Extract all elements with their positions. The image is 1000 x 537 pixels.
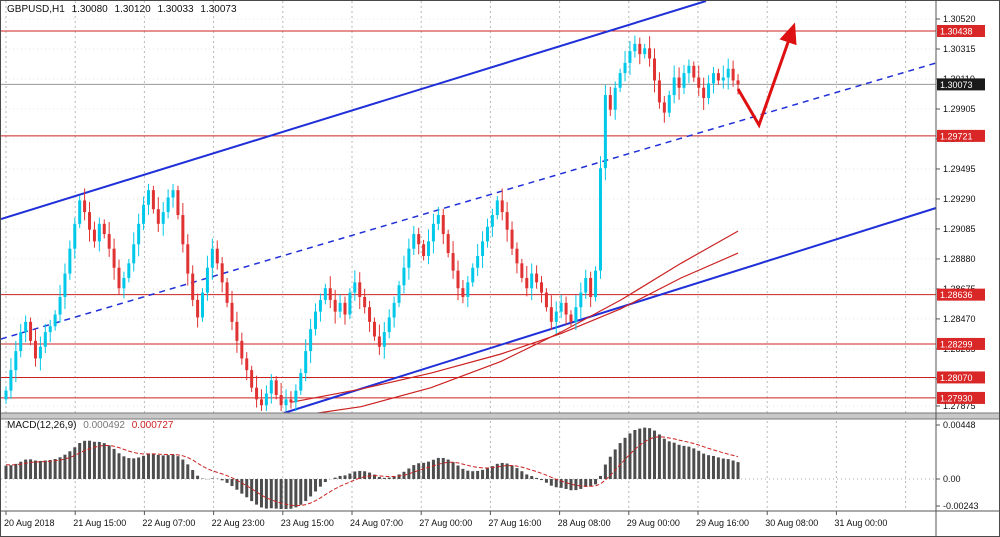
macd-axis-label: -0.00243 [943,501,979,511]
channel-upper-trendline[interactable] [1,1,707,220]
macd-indicator-label: MACD(12,26,9) 0.000492 0.000727 [7,420,177,431]
macd-main-value: 0.000492 [83,420,125,431]
time-axis-label: 30 Aug 08:00 [765,518,818,528]
time-axis-label: 31 Aug 00:00 [834,518,887,528]
open-value: 1.30080 [71,4,108,15]
trend-channel[interactable] [1,1,937,414]
macd-name: MACD(12,26,9) [7,420,77,431]
time-axis-label: 21 Aug 15:00 [73,518,126,528]
time-axis-label: 28 Aug 08:00 [558,518,611,528]
time-axis-label: 23 Aug 15:00 [281,518,334,528]
time-axis-label: 27 Aug 16:00 [488,518,541,528]
level-price-tag-label: 1.28070 [940,373,973,383]
candlestick-series [4,35,740,411]
time-axis-label: 22 Aug 23:00 [212,518,265,528]
macd-signal-line [5,436,739,507]
close-value: 1.30073 [200,4,237,15]
level-price-tag [937,337,985,350]
time-axis-label: 27 Aug 00:00 [419,518,472,528]
price-tags: 1.30438 1.29721 1.28636 1.28299 1.28070 1.279… [937,24,985,404]
time-axis-label: 20 Aug 2018 [4,518,55,528]
panel-splitter[interactable] [1,413,1000,419]
price-axis-label: 1.30315 [943,44,976,54]
price-axis-label: 1.30520 [943,14,976,24]
price-axis-label: 1.29495 [943,164,976,174]
time-axis-label: 22 Aug 07:00 [142,518,195,528]
level-price-tag-label: 1.28636 [940,290,973,300]
level-price-tag [937,129,985,142]
time-axis: 20 Aug 2018 21 Aug 15:00 22 Aug 07:00 22 Au… [4,511,887,528]
level-price-tag-label: 1.29721 [940,131,973,141]
macd-axis-label: 0.00448 [943,420,976,430]
price-axis-label: 1.27875 [943,401,976,411]
time-axis-label: 29 Aug 16:00 [696,518,749,528]
price-axis-label: 1.29905 [943,104,976,114]
time-axis-label: 24 Aug 07:00 [350,518,403,528]
time-axis-label: 29 Aug 00:00 [627,518,680,528]
ma-fast-line [290,230,739,418]
symbol-timeframe-label: GBPUSD,H1 [7,4,65,15]
price-axis-label: 1.28880 [943,254,976,264]
low-value: 1.30033 [157,4,194,15]
level-price-tag [937,24,985,37]
ma-slow-line [290,252,739,403]
moving-average-lines [290,230,739,418]
level-price-tag-label: 1.30438 [940,26,973,36]
macd-axis-label: 0.00 [943,474,961,484]
current-price-tag-label: 1.30073 [940,80,973,90]
level-price-tag [937,288,985,301]
channel-median-trendline[interactable] [1,62,937,340]
price-axis-label: 1.29085 [943,224,976,234]
level-price-tag [937,391,985,404]
forecast-arrow[interactable] [736,22,797,129]
level-price-tag-label: 1.27930 [940,393,973,403]
macd-axis: 0.00448 0.00 -0.00243 [936,420,979,511]
level-price-tag-label: 1.28299 [940,339,973,349]
high-value: 1.30120 [114,4,151,15]
macd-histogram [4,427,740,509]
current-price-tag [937,78,985,91]
ohlc-readout: GBPUSD,H1 1.30080 1.30120 1.30033 1.3007… [7,4,241,15]
macd-signal-value: 0.000727 [131,420,174,431]
channel-lower-trendline[interactable] [283,207,937,414]
price-axis-label: 1.28470 [943,314,976,324]
level-price-tag [937,371,985,384]
price-axis-label: 1.29290 [943,194,976,204]
